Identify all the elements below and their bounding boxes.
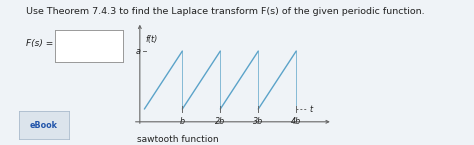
Text: f(t): f(t) bbox=[146, 35, 158, 44]
Text: b: b bbox=[180, 117, 185, 126]
Text: t: t bbox=[309, 105, 312, 114]
Text: 4b: 4b bbox=[291, 117, 301, 126]
Text: a: a bbox=[136, 47, 141, 56]
Text: 3b: 3b bbox=[253, 117, 264, 126]
Text: eBook: eBook bbox=[30, 120, 58, 130]
Text: 2b: 2b bbox=[215, 117, 226, 126]
Text: sawtooth function: sawtooth function bbox=[137, 135, 219, 144]
Text: Use Theorem 7.4.3 to find the Laplace transform F(s) of the given periodic funct: Use Theorem 7.4.3 to find the Laplace tr… bbox=[26, 7, 425, 16]
Text: F(s) =: F(s) = bbox=[26, 39, 53, 48]
